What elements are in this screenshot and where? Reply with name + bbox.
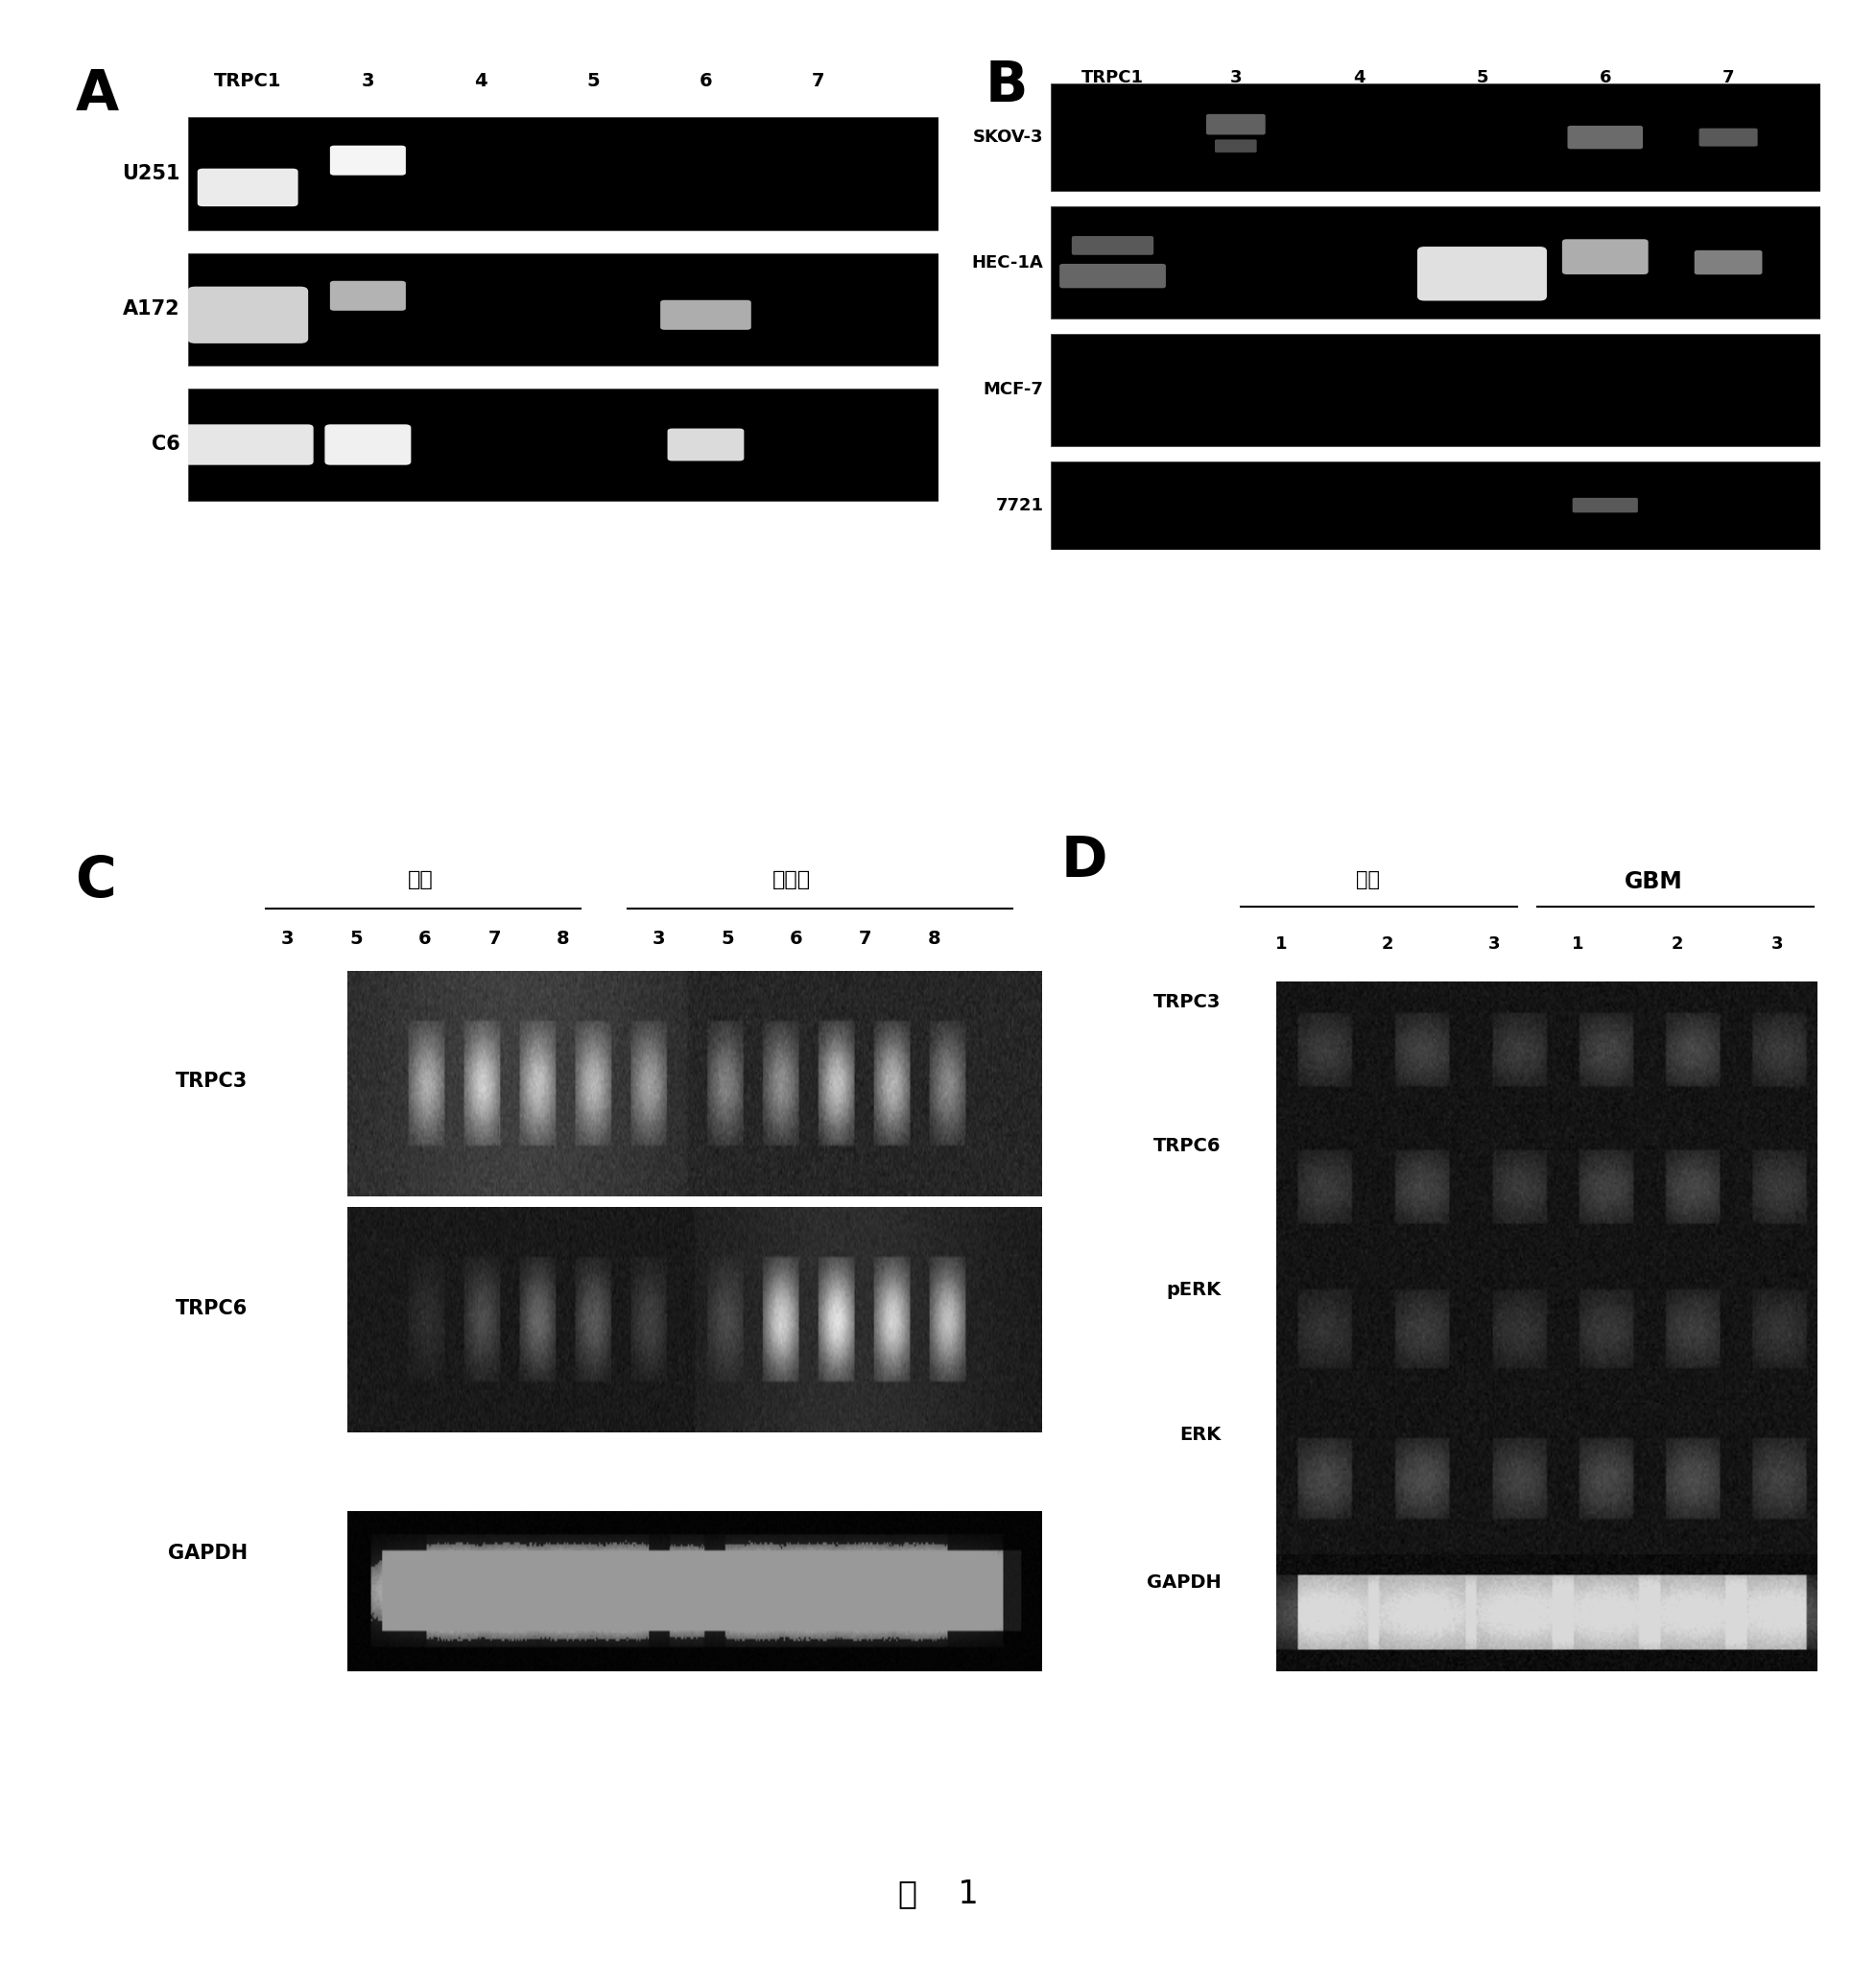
FancyBboxPatch shape [1416, 247, 1546, 300]
Text: 8: 8 [557, 930, 570, 948]
FancyBboxPatch shape [188, 286, 308, 343]
Text: 2: 2 [1381, 936, 1392, 954]
Text: 7: 7 [1722, 69, 1733, 86]
FancyBboxPatch shape [325, 424, 411, 465]
FancyBboxPatch shape [1572, 498, 1638, 512]
Text: 正常: 正常 [407, 871, 433, 889]
Bar [1051, 84, 1820, 192]
Text: 6: 6 [1598, 69, 1610, 86]
Text: 2: 2 [1670, 936, 1683, 954]
FancyBboxPatch shape [1694, 251, 1762, 275]
Text: 3: 3 [1488, 936, 1499, 954]
Text: 6: 6 [418, 930, 431, 948]
FancyBboxPatch shape [330, 281, 405, 310]
Text: GAPDH: GAPDH [1146, 1574, 1219, 1591]
FancyBboxPatch shape [1561, 239, 1647, 275]
Text: B: B [985, 59, 1028, 114]
Text: GBM: GBM [1625, 869, 1683, 893]
Text: C: C [75, 853, 116, 908]
Text: 5: 5 [1475, 69, 1488, 86]
Text: pERK: pERK [1165, 1281, 1219, 1299]
Text: 6: 6 [790, 930, 803, 948]
Text: 5: 5 [587, 73, 598, 90]
Text: TRPC1: TRPC1 [214, 73, 281, 90]
Bar [1051, 461, 1820, 549]
Text: TRPC3: TRPC3 [176, 1071, 248, 1091]
FancyBboxPatch shape [668, 428, 743, 461]
FancyBboxPatch shape [197, 169, 298, 206]
Text: TRPC3: TRPC3 [1154, 993, 1219, 1010]
Text: 正常: 正常 [1354, 869, 1379, 889]
Text: 4: 4 [475, 73, 486, 90]
Bar [188, 253, 938, 365]
Text: 1: 1 [1570, 936, 1583, 954]
Text: TRPC6: TRPC6 [176, 1299, 248, 1318]
Text: 7: 7 [812, 73, 824, 90]
Text: MCF-7: MCF-7 [983, 381, 1043, 398]
FancyBboxPatch shape [1214, 139, 1257, 153]
Text: ERK: ERK [1178, 1424, 1219, 1444]
Text: 7: 7 [488, 930, 501, 948]
FancyBboxPatch shape [182, 424, 313, 465]
Text: SKOV-3: SKOV-3 [972, 129, 1043, 145]
Bar [1051, 206, 1820, 320]
Text: 3: 3 [1771, 936, 1782, 954]
FancyBboxPatch shape [1071, 235, 1154, 255]
Text: 5: 5 [349, 930, 362, 948]
Text: 7721: 7721 [994, 496, 1043, 514]
FancyBboxPatch shape [1698, 128, 1756, 147]
Text: A: A [75, 67, 118, 122]
Text: 图    1: 图 1 [899, 1878, 977, 1909]
Text: 1: 1 [1274, 936, 1287, 954]
Bar [1051, 334, 1820, 447]
Text: 4: 4 [1353, 69, 1364, 86]
Text: 3: 3 [651, 930, 664, 948]
Text: 7: 7 [859, 930, 872, 948]
Text: U251: U251 [122, 165, 180, 184]
Text: D: D [1060, 834, 1107, 889]
Text: 乳腺癌: 乳腺癌 [773, 871, 810, 889]
Text: 6: 6 [700, 73, 711, 90]
FancyBboxPatch shape [1206, 114, 1264, 135]
Text: C6: C6 [152, 436, 180, 455]
Text: 3: 3 [280, 930, 293, 948]
FancyBboxPatch shape [330, 145, 405, 175]
FancyBboxPatch shape [660, 300, 750, 330]
Text: HEC-1A: HEC-1A [972, 253, 1043, 271]
Bar [188, 118, 938, 230]
FancyBboxPatch shape [1566, 126, 1642, 149]
Text: 8: 8 [927, 930, 940, 948]
Text: A172: A172 [124, 300, 180, 320]
Text: TRPC6: TRPC6 [1152, 1136, 1219, 1156]
Text: 5: 5 [720, 930, 734, 948]
FancyBboxPatch shape [1058, 263, 1165, 288]
Text: 3: 3 [1229, 69, 1242, 86]
Bar [188, 388, 938, 500]
Text: TRPC1: TRPC1 [1081, 69, 1142, 86]
Text: GAPDH: GAPDH [169, 1544, 248, 1564]
Text: 3: 3 [362, 73, 373, 90]
